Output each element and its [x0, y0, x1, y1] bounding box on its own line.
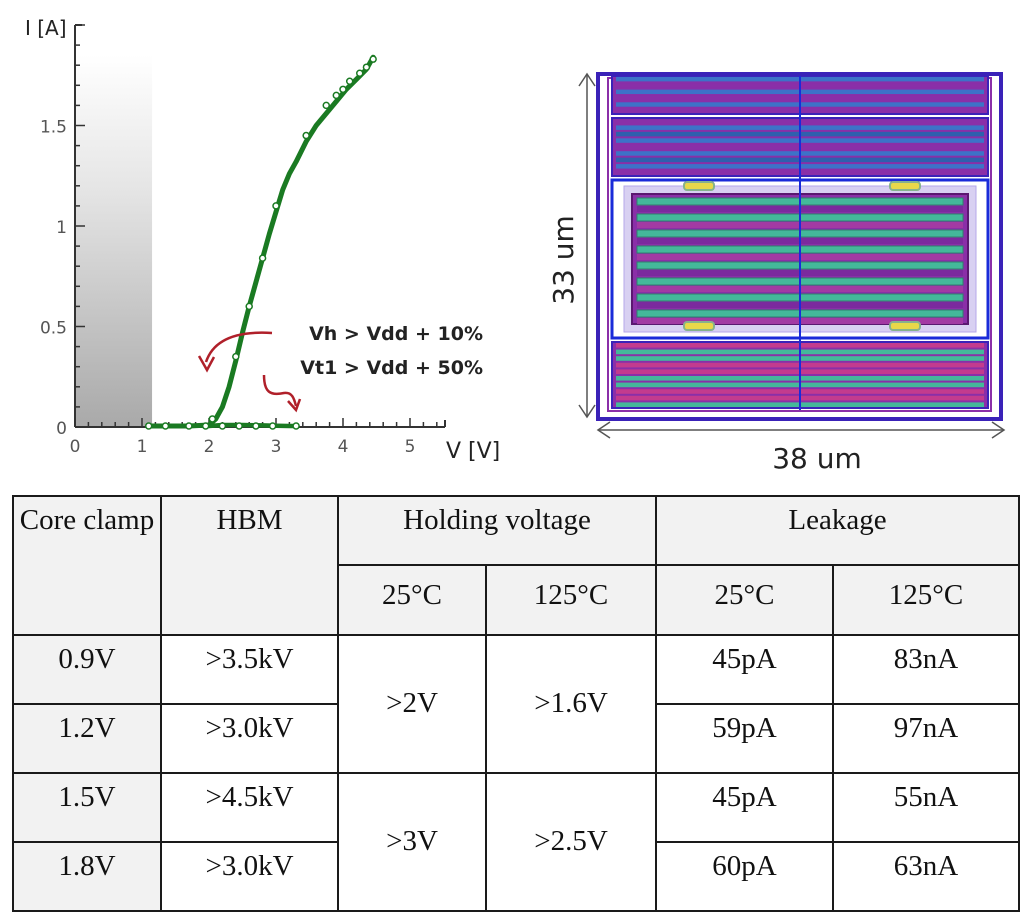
table-row: 1.8V >3.0kV 60pA 63nA: [12, 841, 1021, 912]
arrow-vt1-head-icon: [287, 398, 302, 413]
annotation-vt1: Vt1 > Vdd + 50%: [300, 357, 483, 379]
y-tick-label: 1.5: [40, 118, 67, 138]
layout-diagram: 33 um 38 um: [547, 72, 1006, 475]
annotation-vh: Vh > Vdd + 10%: [309, 323, 483, 345]
cell-holding-125c: >1.6V: [484, 634, 658, 774]
x-axis-label: V [V]: [446, 439, 500, 464]
cell-holding-25c: >3V: [337, 772, 487, 912]
contact-pad: [889, 181, 921, 191]
data-point: [268, 422, 277, 430]
data-point: [258, 254, 267, 262]
contact-pad: [683, 321, 715, 331]
data-point: [218, 422, 227, 430]
arrow-vt1-icon: [262, 374, 298, 407]
x-tick-label: 2: [204, 437, 215, 457]
x-tick-label: 5: [405, 437, 416, 457]
subheader-holding-125c: 125°C: [484, 564, 658, 636]
width-arrow-right-icon: [991, 421, 1006, 439]
shaded-region: [75, 55, 153, 428]
header-holding-voltage: Holding voltage: [336, 495, 658, 566]
x-tick-label: 4: [338, 437, 349, 457]
cell-leakage-125c: 63nA: [832, 841, 1021, 912]
cell-leakage-125c: 83nA: [832, 634, 1021, 705]
y-tick-label: 0: [56, 419, 67, 439]
cell-hbm: >3.0kV: [160, 841, 339, 912]
header-leakage: Leakage: [655, 495, 1021, 566]
subheader-leakage-125c: 125°C: [832, 564, 1021, 636]
data-point: [161, 422, 170, 430]
contact-pad: [683, 181, 715, 191]
cell-hbm: >4.5kV: [160, 772, 339, 843]
y-tick-label: 0.5: [40, 319, 67, 339]
cell-holding-125c: >2.5V: [484, 772, 658, 912]
x-tick-label: 3: [271, 437, 282, 457]
results-table: Core clamp HBM Holding voltage Leakage 2…: [12, 495, 1021, 912]
subheader-leakage-25c: 25°C: [655, 564, 835, 636]
data-point: [332, 91, 341, 100]
cell-leakage-25c: 60pA: [655, 841, 835, 912]
height-label: 33 um: [547, 215, 580, 305]
arrow-vh-icon: [204, 331, 273, 363]
cell-leakage-25c: 59pA: [655, 703, 835, 774]
x-tick-label: 1: [137, 437, 148, 457]
data-point: [185, 422, 193, 430]
width-arrow-left-icon: [596, 421, 611, 439]
data-point: [362, 63, 371, 71]
data-point: [322, 101, 330, 110]
cell-leakage-125c: 97nA: [832, 703, 1021, 774]
y-tick-label: 1: [56, 218, 67, 238]
cell-clamp: 0.9V: [12, 634, 162, 705]
width-label: 38 um: [772, 442, 862, 475]
data-point: [245, 302, 253, 311]
table-row: 1.2V >3.0kV 59pA 97nA: [12, 703, 1021, 774]
cell-clamp: 1.5V: [12, 772, 162, 843]
y-axis-label: I [A]: [25, 16, 67, 40]
data-point: [201, 422, 210, 430]
data-point: [302, 131, 310, 140]
height-arrow-bottom-icon: [578, 404, 596, 419]
subheader-holding-25c: 25°C: [337, 564, 487, 636]
cell-holding-25c: >2V: [337, 634, 487, 774]
data-point: [235, 422, 243, 430]
data-point: [369, 55, 377, 63]
iv-chart: 0 1 2 3 4 5 0 0.5 1 1.5 Vh > Vdd + 10% Vt1 > Vdd …: [25, 16, 500, 464]
data-point: [252, 422, 260, 430]
cell-leakage-25c: 45pA: [655, 634, 835, 705]
header-hbm: HBM: [160, 495, 339, 636]
contact-pad: [889, 321, 921, 331]
height-arrow-top-icon: [578, 72, 596, 87]
data-point: [292, 422, 300, 430]
cell-clamp: 1.2V: [12, 703, 162, 774]
header-core-clamp: Core clamp: [12, 495, 162, 636]
data-point: [339, 85, 347, 94]
table-row: 0.9V >3.5kV >2V >1.6V 45pA 83nA: [12, 634, 1021, 774]
data-point: [356, 69, 364, 77]
cell-leakage-125c: 55nA: [832, 772, 1021, 843]
cell-clamp: 1.8V: [12, 841, 162, 912]
x-tick-label: 0: [70, 437, 81, 457]
cell-leakage-25c: 45pA: [655, 772, 835, 843]
data-point: [208, 415, 217, 423]
data-point: [272, 202, 280, 210]
data-point: [345, 77, 354, 86]
table-row: 1.5V >4.5kV >3V >2.5V 45pA 55nA: [12, 772, 1021, 912]
data-point: [232, 352, 240, 361]
arrow-vh-head-icon: [197, 355, 216, 373]
data-point: [144, 422, 153, 430]
cell-hbm: >3.5kV: [160, 634, 339, 705]
cell-hbm: >3.0kV: [160, 703, 339, 774]
